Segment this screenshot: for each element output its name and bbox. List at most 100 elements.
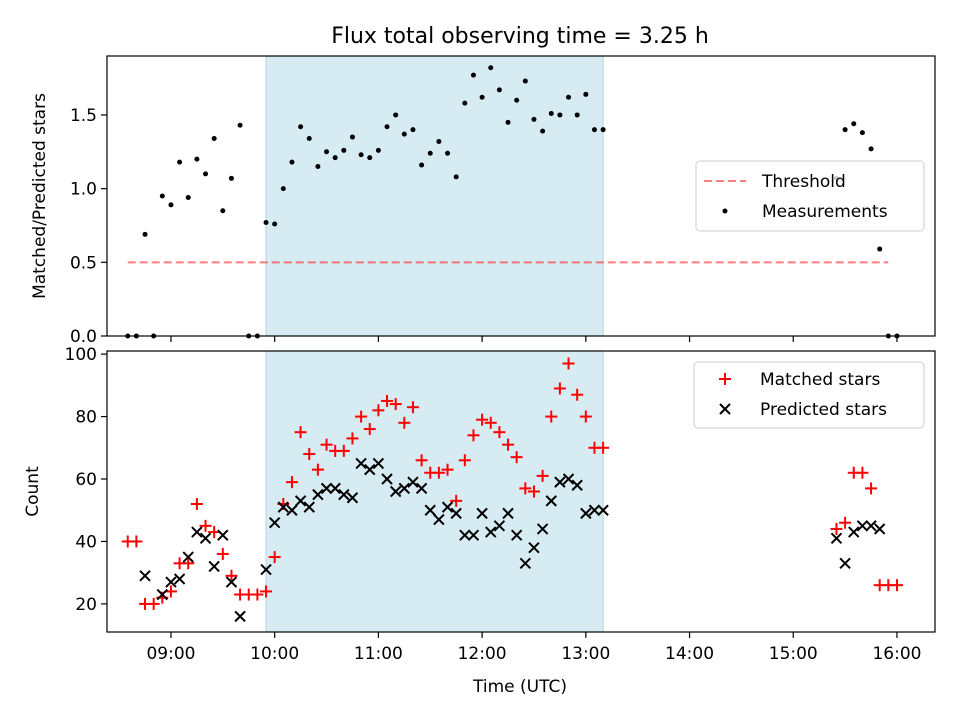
matched-point — [260, 585, 273, 598]
predicted-point-b — [545, 495, 557, 507]
matched-point — [476, 413, 489, 426]
top-y-axis-label: Matched/Predicted stars — [30, 93, 50, 299]
matched-point — [571, 388, 584, 401]
predicted-point — [415, 482, 428, 495]
x-tick-label: 15:00 — [769, 644, 818, 664]
matched-point — [303, 448, 316, 461]
predicted-point — [839, 557, 851, 570]
predicted-point-b — [364, 463, 376, 476]
matched-point — [545, 410, 558, 423]
predicted-point — [191, 526, 203, 538]
measurement-point — [298, 124, 304, 130]
bottom-y-ticks: 20 40 60 80 100 — [65, 345, 107, 615]
measurement-point — [211, 136, 217, 142]
measurement-point — [358, 152, 364, 158]
matched-point — [830, 522, 843, 535]
matched-point — [285, 476, 298, 489]
measurement-point — [168, 202, 174, 208]
measurement-point — [496, 87, 502, 93]
predicted-point — [208, 560, 220, 573]
predicted-point — [294, 495, 307, 507]
predicted-point — [139, 570, 151, 582]
measurement-point — [289, 159, 295, 165]
matched-point — [493, 426, 506, 439]
measurement-point — [419, 162, 425, 168]
top-observing-span — [265, 55, 604, 337]
predicted-point-b — [260, 563, 272, 576]
predicted-point-b — [536, 523, 549, 535]
measurement-point — [505, 119, 511, 125]
predicted-point-b — [848, 526, 860, 538]
predicted-point — [485, 526, 497, 538]
predicted-point — [467, 529, 480, 541]
predicted-point-b — [320, 482, 333, 495]
predicted-point-b — [571, 479, 583, 491]
measurement-points — [125, 65, 900, 339]
matched-point — [597, 441, 610, 454]
predicted-point — [545, 495, 557, 507]
measurement-point — [557, 112, 563, 118]
matched-point — [415, 454, 428, 467]
predicted-point — [554, 476, 566, 488]
matched-point — [441, 463, 454, 476]
matched-point — [294, 426, 307, 439]
matched-point — [268, 551, 281, 564]
measurement-point — [514, 97, 520, 103]
measurement-point — [859, 130, 865, 136]
predicted-point-b — [415, 482, 428, 495]
predicted-point — [848, 526, 860, 538]
predicted-point-b — [441, 501, 454, 513]
legend-predicted-swatch — [719, 403, 731, 415]
measurement-point — [272, 221, 278, 227]
bottom-axes-frame — [106, 350, 936, 633]
predicted-point — [199, 532, 212, 545]
measurement-point — [453, 174, 459, 180]
predicted-point — [459, 529, 471, 541]
matched-point — [337, 444, 350, 457]
predicted-point — [182, 551, 194, 563]
predicted-point — [441, 501, 454, 513]
measurement-point — [842, 127, 848, 133]
matched-point — [398, 416, 411, 429]
matched-point — [346, 432, 359, 445]
matched-point — [536, 469, 549, 482]
y-tick-label: 80 — [75, 408, 97, 428]
bottom-panel: 20 40 60 80 100 09:00 10:00 11:00 12:00 13:00 14:… — [23, 345, 936, 697]
y-tick-label: 1.5 — [70, 106, 97, 126]
predicted-point-b — [208, 560, 220, 573]
predicted-point — [493, 520, 506, 532]
y-tick-label: 100 — [65, 345, 97, 365]
predicted-point — [562, 473, 575, 485]
top-axes-frame — [106, 55, 936, 337]
predicted-point — [510, 529, 523, 541]
y-tick-label: 60 — [75, 470, 97, 490]
measurement-point — [375, 147, 381, 153]
predicted-point — [580, 507, 592, 520]
predicted-point-b — [839, 557, 851, 570]
predicted-point-b — [303, 501, 315, 513]
predicted-point — [225, 576, 238, 588]
measurement-point — [548, 110, 554, 116]
measurement-point — [185, 194, 191, 200]
predicted-point-b — [433, 513, 445, 526]
measurement-point — [367, 155, 373, 161]
predicted-point-b — [268, 517, 281, 529]
matched-point — [839, 516, 852, 529]
predicted-point-b — [277, 501, 290, 513]
bottom-y-axis-label: Count — [23, 466, 43, 517]
matched-point — [579, 410, 592, 423]
measurement-point — [445, 150, 451, 156]
predicted-point — [277, 501, 290, 513]
measurement-point — [324, 149, 330, 155]
predicted-point-b — [381, 473, 393, 485]
measurement-point — [531, 116, 537, 122]
predicted-point-b — [173, 573, 186, 585]
legend-measurements-swatch — [722, 208, 728, 214]
measurement-point — [401, 131, 407, 137]
predicted-point-b — [588, 504, 601, 516]
predicted-point-b — [234, 610, 246, 623]
predicted-point-b — [493, 520, 506, 532]
matched-point — [865, 482, 878, 495]
measurement-point — [877, 246, 883, 252]
bottom-x-ticks: 09:00 10:00 11:00 12:00 13:00 14:00 15:00 16:00 — [146, 632, 921, 664]
